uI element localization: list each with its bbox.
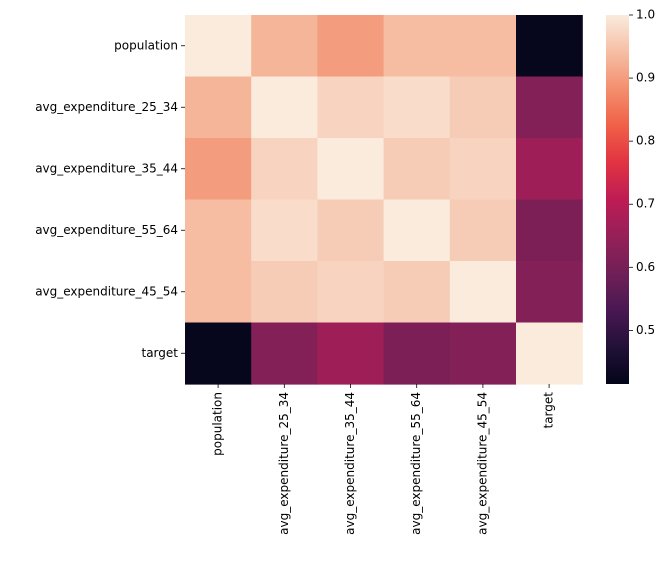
heatmap-cell [317, 138, 385, 201]
heatmap-cell [251, 76, 318, 139]
x-tick-label: population [211, 392, 225, 456]
colorbar-tick-label: 1.0 [636, 8, 655, 22]
heatmap-cell [317, 76, 385, 139]
heatmap-cell [449, 199, 517, 262]
x-axis-tick-labels: population avg_expenditure_25_34 avg_expen… [211, 384, 556, 535]
x-tick-label: avg_expenditure_35_44 [343, 392, 357, 535]
x-tick-label: target [542, 392, 556, 429]
heatmap-cell [185, 76, 252, 139]
y-tick-label: avg_expenditure_45_54 [35, 284, 178, 298]
colorbar-tick-label: 0.8 [636, 134, 655, 148]
heatmap-cell [516, 322, 583, 385]
heatmap-cell [251, 199, 318, 262]
x-tick-label: avg_expenditure_55_64 [409, 392, 423, 535]
colorbar-tick-labels: 0.5 0.6 0.7 0.8 0.9 1.0 [629, 8, 655, 337]
colorbar-tick-label: 0.7 [636, 197, 655, 211]
heatmap-cell [185, 15, 252, 78]
heatmap-cell [449, 138, 517, 201]
y-tick-label: target [142, 346, 179, 360]
heatmap-cell [383, 138, 451, 201]
y-axis-tick-labels: population avg_expenditure_25_34 avg_expen… [35, 38, 185, 360]
heatmap-cell [317, 15, 385, 78]
colorbar-tick-label: 0.6 [636, 260, 655, 274]
heatmap-cell [251, 138, 318, 201]
x-tick-label: avg_expenditure_45_54 [475, 392, 489, 535]
heatmap-cells [185, 15, 583, 385]
heatmap-cell [449, 261, 517, 324]
colorbar-tick-label: 0.9 [636, 71, 655, 85]
heatmap-cell [251, 261, 318, 324]
heatmap-cell [383, 15, 451, 78]
heatmap-cell [317, 199, 385, 262]
heatmap-cell [449, 15, 517, 78]
heatmap-cell [251, 15, 318, 78]
heatmap-cell [383, 76, 451, 139]
heatmap-cell [383, 261, 451, 324]
heatmap-cell [317, 322, 385, 385]
heatmap-cell [516, 261, 583, 324]
heatmap-cell [317, 261, 385, 324]
y-tick-label: avg_expenditure_35_44 [35, 161, 178, 175]
heatmap-cell [185, 261, 252, 324]
heatmap-cell [449, 76, 517, 139]
y-tick-label: avg_expenditure_55_64 [35, 223, 178, 237]
heatmap-cell [516, 138, 583, 201]
heatmap-cell [449, 322, 517, 385]
heatmap-cell [516, 15, 583, 78]
y-tick-label: population [114, 38, 178, 52]
colorbar-tick-label: 0.5 [636, 323, 655, 337]
heatmap-cell [251, 322, 318, 385]
heatmap-cell [383, 322, 451, 385]
heatmap-cell [516, 199, 583, 262]
heatmap-cell [185, 322, 252, 385]
heatmap-cell [383, 199, 451, 262]
y-tick-label: avg_expenditure_25_34 [35, 100, 178, 114]
heatmap-cell [516, 76, 583, 139]
x-tick-label: avg_expenditure_25_34 [277, 392, 291, 535]
colorbar [606, 15, 629, 384]
heatmap-cell [185, 138, 252, 201]
heatmap-cell [185, 199, 252, 262]
